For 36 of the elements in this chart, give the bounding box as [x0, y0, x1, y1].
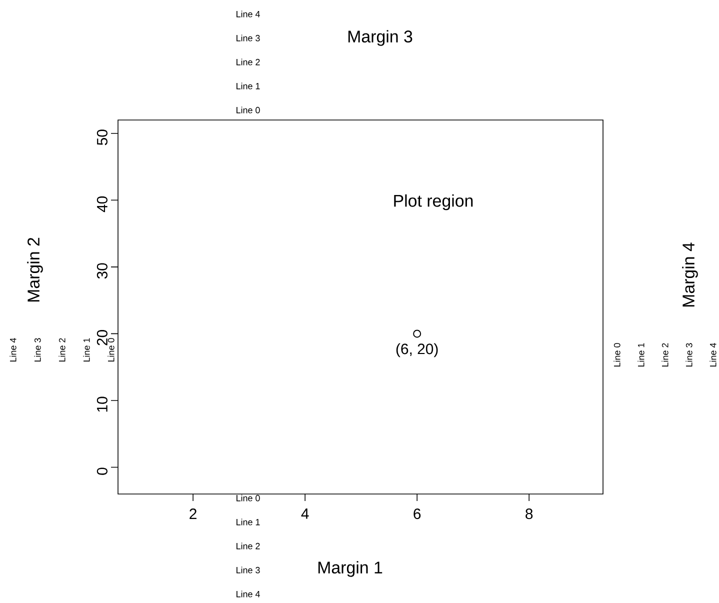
text: Line 4 [236, 590, 260, 598]
text: Line 4 [710, 343, 716, 366]
text: Line 3 [34, 338, 41, 362]
annotation: Plot region [394, 194, 473, 210]
text: Margin 1 [318, 561, 382, 577]
text: Margin 2 [27, 238, 43, 302]
y-tick-label: 50 [96, 130, 108, 146]
text: Line 1 [236, 518, 260, 526]
y-tick-label: 10 [96, 396, 108, 412]
x-tick-label: 4 [301, 508, 309, 519]
text: Line 1 [83, 338, 90, 362]
y-tick-label: 0 [96, 468, 108, 475]
text: Line 3 [236, 34, 260, 42]
text: Line 0 [108, 338, 114, 362]
text: Line 0 [236, 494, 260, 502]
text: Line 4 [236, 10, 260, 18]
text: Line 2 [236, 58, 260, 66]
text: Line 3 [236, 566, 260, 574]
annotation: (6, 20) [396, 343, 438, 358]
text: Margin 4 [682, 242, 698, 307]
x-tick-label: 8 [526, 508, 533, 520]
text: Line 2 [236, 542, 260, 550]
text: Line 2 [662, 343, 668, 366]
text: Line 0 [236, 106, 260, 114]
text: Line 0 [614, 343, 620, 366]
text: Line 1 [638, 343, 644, 366]
text: Line 2 [58, 338, 66, 362]
text: Line 4 [10, 338, 16, 362]
y-tick-label: 30 [96, 263, 108, 279]
text: Line 3 [686, 343, 692, 366]
text: Line 1 [236, 82, 260, 90]
x-tick-label: 2 [190, 508, 196, 519]
y-tick-label: 40 [96, 196, 108, 212]
text: Margin 3 [348, 30, 412, 46]
y-tick-label: 20 [96, 330, 108, 346]
x-tick-label: 6 [414, 508, 421, 520]
